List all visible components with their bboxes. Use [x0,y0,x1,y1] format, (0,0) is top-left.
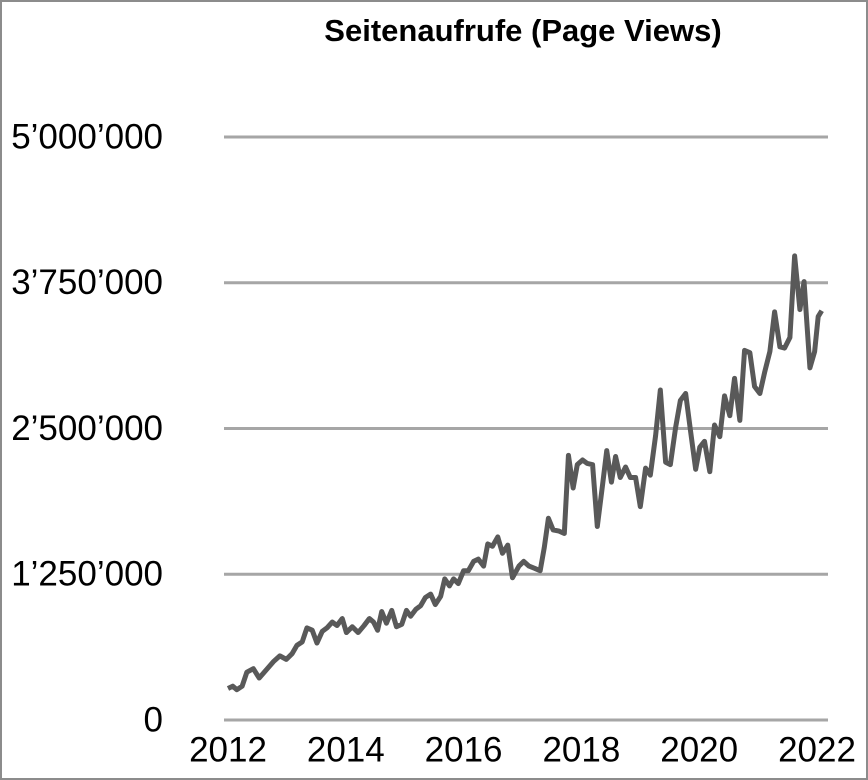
x-tick-label: 2022 [778,730,856,769]
x-tick-label: 2018 [542,730,620,769]
chart-title: Seitenaufrufe (Page Views) [324,13,721,48]
y-tick-label: 0 [144,700,163,739]
x-tick-label: 2016 [425,730,503,769]
y-tick-label: 2’500’000 [11,409,163,448]
x-tick-label: 2020 [660,730,738,769]
y-tick-label: 3’750’000 [11,263,163,302]
y-tick-label: 1’250’000 [11,555,163,594]
y-tick-label: 5’000’000 [11,117,163,156]
line-series [226,253,824,693]
x-tick-label: 2012 [189,730,267,769]
x-tick-label: 2014 [307,730,385,769]
